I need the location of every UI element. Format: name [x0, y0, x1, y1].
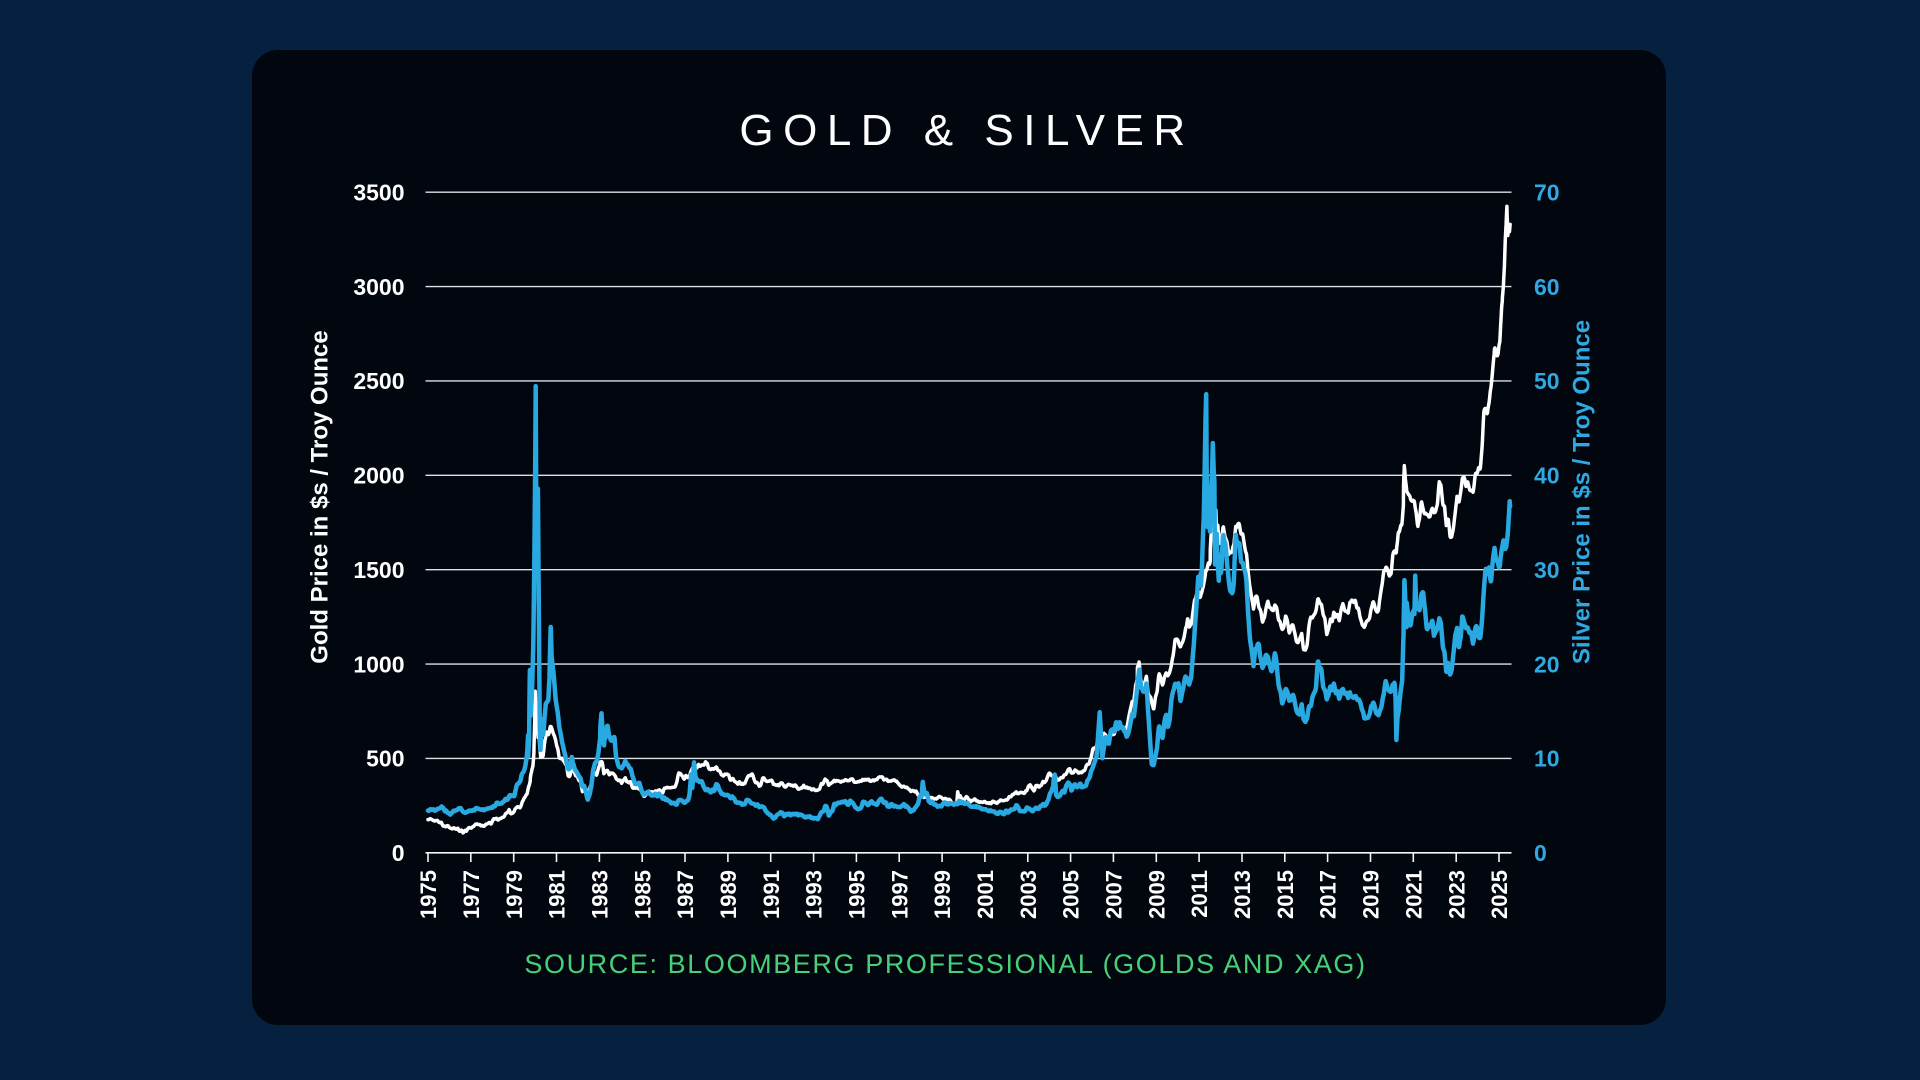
svg-text:20: 20	[1534, 651, 1560, 677]
svg-text:1993: 1993	[802, 870, 827, 919]
svg-text:1975: 1975	[416, 870, 441, 919]
svg-text:3000: 3000	[353, 274, 404, 300]
svg-text:2023: 2023	[1444, 870, 1469, 919]
svg-text:2001: 2001	[973, 870, 998, 919]
svg-text:2000: 2000	[353, 463, 404, 489]
svg-text:SOURCE: BLOOMBERG PROFESSIONAL: SOURCE: BLOOMBERG PROFESSIONAL (GOLDS AN…	[524, 949, 1366, 979]
svg-text:500: 500	[366, 746, 404, 772]
svg-text:1979: 1979	[502, 870, 527, 919]
svg-text:2007: 2007	[1102, 870, 1127, 919]
svg-text:2500: 2500	[353, 368, 404, 394]
svg-text:2017: 2017	[1316, 870, 1341, 919]
svg-text:3500: 3500	[353, 179, 404, 205]
svg-text:1981: 1981	[545, 870, 570, 919]
svg-text:2021: 2021	[1401, 870, 1426, 919]
svg-text:2005: 2005	[1059, 870, 1084, 919]
svg-text:40: 40	[1534, 463, 1560, 489]
svg-text:2019: 2019	[1359, 870, 1384, 919]
svg-text:2013: 2013	[1230, 870, 1255, 919]
svg-text:Gold Price in $s / Troy Ounce: Gold Price in $s / Troy Ounce	[307, 330, 334, 663]
svg-text:1987: 1987	[673, 870, 698, 919]
svg-text:1989: 1989	[716, 870, 741, 919]
svg-text:2009: 2009	[1144, 870, 1169, 919]
svg-text:2003: 2003	[1016, 870, 1041, 919]
svg-text:1991: 1991	[759, 870, 784, 919]
svg-text:1995: 1995	[845, 870, 870, 919]
svg-text:0: 0	[1534, 840, 1547, 866]
svg-text:1000: 1000	[353, 651, 404, 677]
svg-text:70: 70	[1534, 179, 1560, 205]
svg-text:2015: 2015	[1273, 870, 1298, 919]
svg-text:1985: 1985	[630, 870, 655, 919]
svg-text:Silver Price in $s / Troy Ounc: Silver Price in $s / Troy Ounce	[1569, 320, 1596, 664]
svg-text:2025: 2025	[1487, 870, 1512, 919]
svg-text:1977: 1977	[459, 870, 484, 919]
svg-text:0: 0	[392, 840, 405, 866]
svg-text:1983: 1983	[588, 870, 613, 919]
svg-text:GOLD & SILVER: GOLD & SILVER	[739, 106, 1194, 155]
svg-text:10: 10	[1534, 746, 1560, 772]
svg-text:60: 60	[1534, 274, 1560, 300]
svg-text:1997: 1997	[887, 870, 912, 919]
svg-text:50: 50	[1534, 368, 1560, 394]
svg-text:1999: 1999	[930, 870, 955, 919]
svg-text:30: 30	[1534, 557, 1560, 583]
svg-text:2011: 2011	[1187, 870, 1212, 918]
svg-text:1500: 1500	[353, 557, 404, 583]
